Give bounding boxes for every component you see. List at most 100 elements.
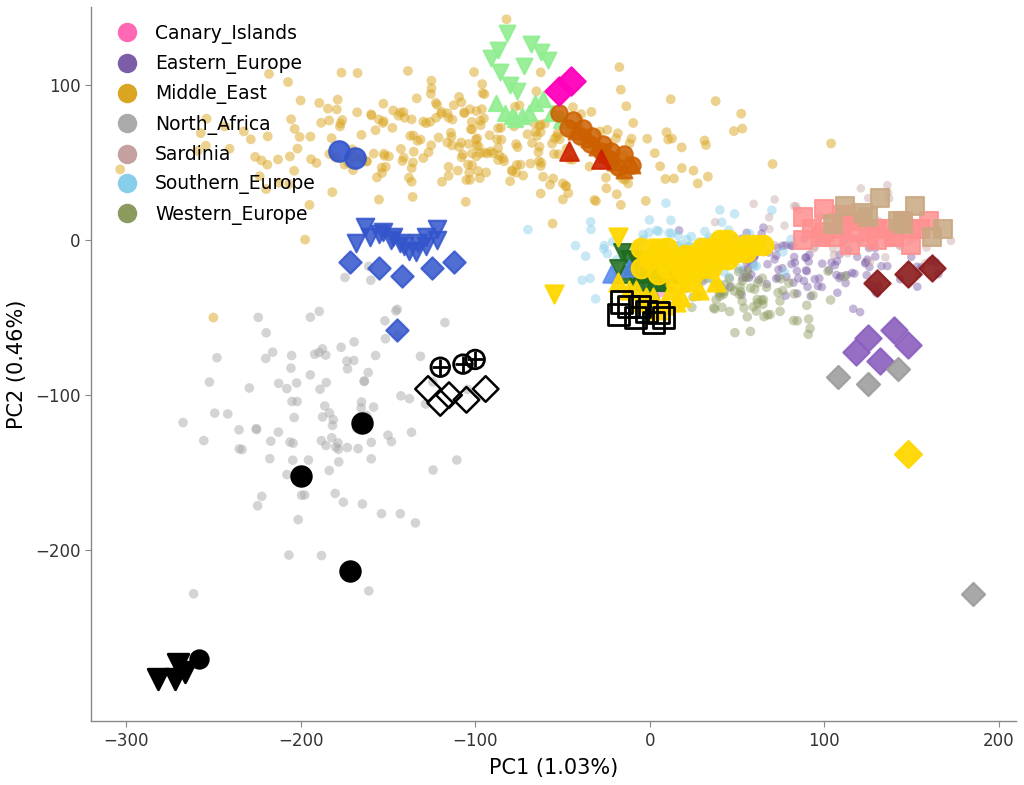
- Point: [641, 214, 657, 226]
- Point: [851, 234, 867, 246]
- Point: [259, 159, 275, 171]
- Point: [749, 305, 765, 317]
- Point: [331, 145, 347, 158]
- Point: [319, 102, 336, 115]
- Point: [474, 78, 490, 90]
- Point: [362, 231, 379, 243]
- Point: [799, 265, 815, 277]
- Point: [346, 151, 362, 163]
- Point: [791, 204, 807, 217]
- Point: [731, 263, 748, 276]
- Point: [658, 126, 675, 138]
- Point: [611, 60, 628, 73]
- Point: [881, 225, 897, 238]
- Point: [454, 151, 470, 163]
- Point: [901, 236, 918, 248]
- Point: [755, 239, 771, 251]
- Point: [476, 88, 493, 100]
- Point: [477, 383, 494, 396]
- Point: [647, 268, 664, 280]
- Point: [834, 223, 850, 235]
- Point: [317, 349, 334, 361]
- Point: [515, 170, 531, 182]
- Point: [849, 250, 865, 263]
- Point: [451, 141, 467, 153]
- Point: [791, 272, 807, 284]
- Point: [334, 114, 350, 126]
- Point: [715, 236, 731, 248]
- Point: [221, 142, 238, 155]
- Point: [852, 306, 868, 319]
- Point: [294, 489, 310, 502]
- Point: [341, 564, 357, 577]
- Point: [912, 261, 929, 274]
- Point: [636, 255, 652, 268]
- Point: [692, 268, 709, 280]
- Point: [241, 382, 257, 394]
- Point: [317, 439, 334, 451]
- Point: [396, 111, 413, 124]
- Point: [734, 295, 751, 308]
- Point: [353, 152, 370, 165]
- Point: [360, 413, 377, 425]
- Point: [150, 673, 166, 685]
- Point: [726, 285, 742, 298]
- Point: [742, 282, 759, 294]
- Point: [867, 242, 884, 254]
- Point: [889, 215, 905, 228]
- Point: [903, 239, 920, 251]
- Point: [921, 215, 937, 228]
- Point: [450, 164, 466, 177]
- Point: [868, 223, 885, 235]
- Point: [810, 236, 826, 248]
- Point: [677, 249, 693, 261]
- Point: [965, 588, 981, 601]
- Point: [313, 116, 330, 129]
- Point: [761, 246, 777, 259]
- Point: [332, 120, 348, 133]
- Point: [476, 146, 493, 159]
- Point: [357, 422, 374, 434]
- Point: [764, 158, 780, 170]
- Point: [492, 149, 508, 162]
- Point: [353, 417, 370, 429]
- Point: [860, 231, 877, 243]
- Point: [551, 108, 567, 121]
- Point: [383, 234, 399, 246]
- Point: [624, 268, 640, 280]
- Point: [489, 44, 506, 57]
- Point: [429, 223, 445, 235]
- Point: [451, 90, 467, 103]
- Point: [870, 225, 887, 238]
- Point: [479, 148, 496, 160]
- Point: [656, 242, 673, 254]
- Point: [710, 278, 726, 290]
- Point: [684, 301, 700, 314]
- Point: [526, 97, 543, 110]
- Point: [745, 252, 762, 265]
- Point: [814, 257, 830, 270]
- Point: [526, 117, 543, 130]
- Point: [385, 104, 401, 117]
- Point: [423, 139, 439, 152]
- Point: [870, 214, 887, 227]
- Point: [613, 246, 630, 258]
- Point: [531, 120, 548, 133]
- Point: [356, 374, 373, 387]
- Point: [312, 383, 329, 396]
- Point: [835, 236, 851, 248]
- Point: [474, 103, 490, 115]
- Point: [734, 275, 751, 287]
- Point: [707, 302, 723, 315]
- Point: [231, 443, 248, 455]
- Point: [650, 249, 667, 261]
- Point: [598, 171, 614, 184]
- Point: [371, 228, 387, 240]
- Point: [472, 147, 488, 159]
- Point: [375, 97, 391, 110]
- Point: [783, 257, 800, 270]
- Point: [851, 215, 867, 228]
- Point: [785, 276, 802, 289]
- Point: [395, 106, 412, 119]
- Point: [468, 104, 484, 117]
